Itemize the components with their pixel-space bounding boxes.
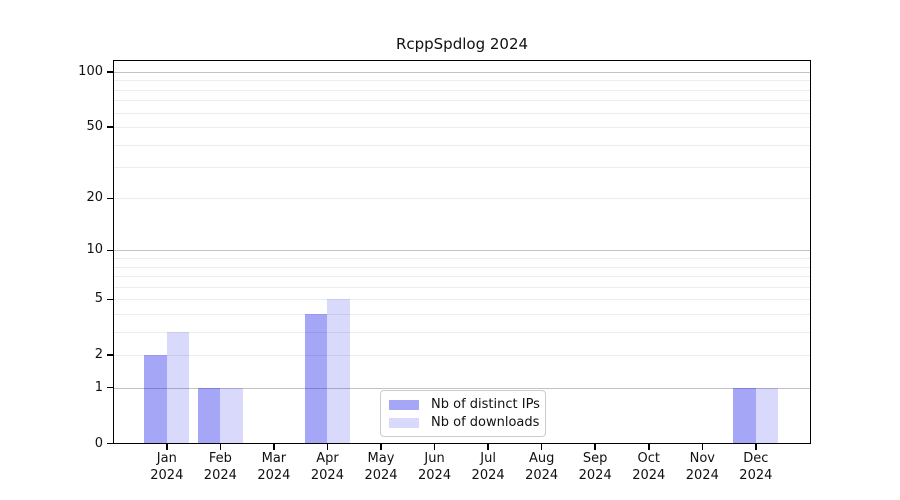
x-tick [594, 444, 596, 450]
x-tick [701, 444, 704, 450]
x-tick-label: May 2024 [364, 451, 398, 483]
bar-distinct-ips [304, 313, 328, 444]
x-tick-label: Feb 2024 [203, 451, 237, 483]
x-tick [326, 444, 329, 450]
x-tick [166, 444, 168, 450]
minor-gridline [113, 258, 811, 260]
minor-gridline [113, 331, 811, 333]
y-tick-label: 2 [94, 347, 103, 363]
legend-item-downloads: Nb of downloads [389, 415, 540, 431]
x-tick [219, 444, 222, 450]
minor-gridline [113, 80, 811, 82]
y-tick-label: 20 [86, 190, 103, 206]
y-tick-label: 50 [86, 118, 103, 134]
minor-gridline [113, 144, 811, 146]
bar-distinct-ips [733, 387, 756, 444]
bar-distinct-ips [144, 355, 167, 444]
bar-downloads [327, 299, 350, 444]
x-tick-label: Sep 2024 [578, 451, 612, 483]
y-tick-label: 10 [86, 242, 103, 258]
y-tick [107, 386, 113, 389]
minor-gridline [113, 112, 811, 114]
minor-gridline [113, 167, 811, 169]
minor-gridline [113, 355, 811, 357]
x-tick-label: Jan 2024 [150, 451, 184, 483]
y-tick [107, 71, 113, 73]
bar-downloads [755, 387, 779, 444]
y-tick [107, 126, 113, 128]
plot-area [113, 60, 811, 444]
x-tick-label: Jun 2024 [418, 451, 452, 483]
x-tick-label: Aug 2024 [525, 451, 559, 483]
y-tick-label: 5 [94, 291, 103, 307]
minor-gridline [113, 313, 811, 315]
x-tick [648, 444, 650, 450]
x-tick [273, 444, 275, 450]
major-gridline [113, 250, 811, 252]
minor-gridline [113, 126, 811, 128]
x-tick-label: Nov 2024 [685, 451, 719, 483]
x-tick-label: Apr 2024 [310, 451, 344, 483]
x-tick [540, 444, 543, 450]
legend-label-downloads: Nb of downloads [431, 415, 540, 430]
legend-swatch-distinct-ips-icon [389, 400, 419, 410]
x-tick [433, 444, 436, 450]
minor-gridline [113, 198, 811, 200]
legend-swatch-downloads-icon [389, 418, 419, 428]
y-tick [107, 442, 113, 445]
bar-downloads [166, 331, 190, 444]
y-tick-label: 0 [94, 435, 103, 451]
bar-distinct-ips [197, 387, 221, 444]
legend-label-distinct-ips: Nb of distinct IPs [431, 397, 540, 412]
x-tick-label: Dec 2024 [739, 451, 773, 483]
y-tick [107, 249, 113, 252]
x-tick [755, 444, 757, 450]
x-tick-label: Jul 2024 [471, 451, 505, 483]
legend-item-distinct-ips: Nb of distinct IPs [389, 397, 540, 413]
minor-gridline [113, 266, 811, 268]
x-tick-label: Mar 2024 [257, 451, 291, 483]
minor-gridline [113, 286, 811, 288]
y-tick [107, 197, 113, 200]
minor-gridline [113, 299, 811, 301]
chart-title: RcppSpdlog 2024 [395, 35, 529, 53]
minor-gridline [113, 276, 811, 278]
y-tick [107, 354, 113, 356]
y-tick-label: 1 [94, 379, 103, 395]
major-gridline [113, 387, 811, 389]
y-tick-label: 100 [78, 63, 103, 79]
x-tick [487, 444, 489, 450]
y-tick [107, 298, 113, 300]
x-tick-label: Oct 2024 [632, 451, 666, 483]
minor-gridline [113, 89, 811, 91]
minor-gridline [113, 100, 811, 102]
x-tick [380, 444, 382, 450]
major-gridline [113, 71, 811, 73]
bar-downloads [220, 387, 243, 444]
legend: Nb of distinct IPs Nb of downloads [380, 390, 546, 437]
